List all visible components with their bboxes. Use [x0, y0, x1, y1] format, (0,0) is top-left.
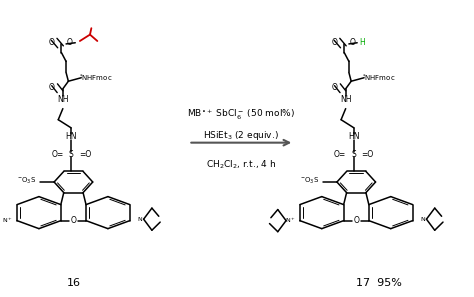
- Text: HN: HN: [348, 132, 360, 141]
- Text: H: H: [359, 38, 365, 47]
- Text: S: S: [69, 150, 73, 159]
- Text: O: O: [49, 83, 55, 92]
- Text: =O: =O: [79, 150, 91, 159]
- Text: O: O: [67, 38, 73, 47]
- Text: $^{-}$O$_3$S: $^{-}$O$_3$S: [17, 176, 36, 186]
- Text: O: O: [71, 216, 76, 225]
- Text: NH: NH: [57, 95, 69, 104]
- Text: S: S: [352, 150, 356, 159]
- Text: $^{*}$NHFmoc: $^{*}$NHFmoc: [79, 73, 113, 84]
- Text: =O: =O: [362, 150, 374, 159]
- Text: $^{*}$NHFmoc: $^{*}$NHFmoc: [362, 73, 395, 84]
- Text: 16: 16: [66, 278, 81, 287]
- Text: NH: NH: [340, 95, 351, 104]
- Text: HSiEt$_3$ (2 equiv.): HSiEt$_3$ (2 equiv.): [203, 129, 279, 142]
- Text: 17  95%: 17 95%: [356, 278, 402, 287]
- Text: HN: HN: [65, 132, 77, 141]
- Text: O: O: [332, 83, 337, 92]
- Text: $^{-}$O$_3$S: $^{-}$O$_3$S: [300, 176, 319, 186]
- Text: O=: O=: [334, 150, 346, 159]
- Text: O: O: [331, 38, 337, 47]
- Text: N$^+$: N$^+$: [2, 216, 13, 225]
- Text: O: O: [350, 38, 356, 47]
- Text: MB$^{\bullet+}$ SbCl$_6^-$ (50 mol%): MB$^{\bullet+}$ SbCl$_6^-$ (50 mol%): [187, 108, 295, 122]
- Text: N: N: [137, 217, 142, 222]
- Text: O: O: [353, 216, 359, 225]
- Text: N$^+$: N$^+$: [285, 216, 296, 225]
- Text: CH$_2$Cl$_2$, r.t., 4 h: CH$_2$Cl$_2$, r.t., 4 h: [206, 158, 276, 171]
- Text: N: N: [420, 217, 425, 222]
- Text: O=: O=: [51, 150, 64, 159]
- Text: O: O: [48, 38, 55, 47]
